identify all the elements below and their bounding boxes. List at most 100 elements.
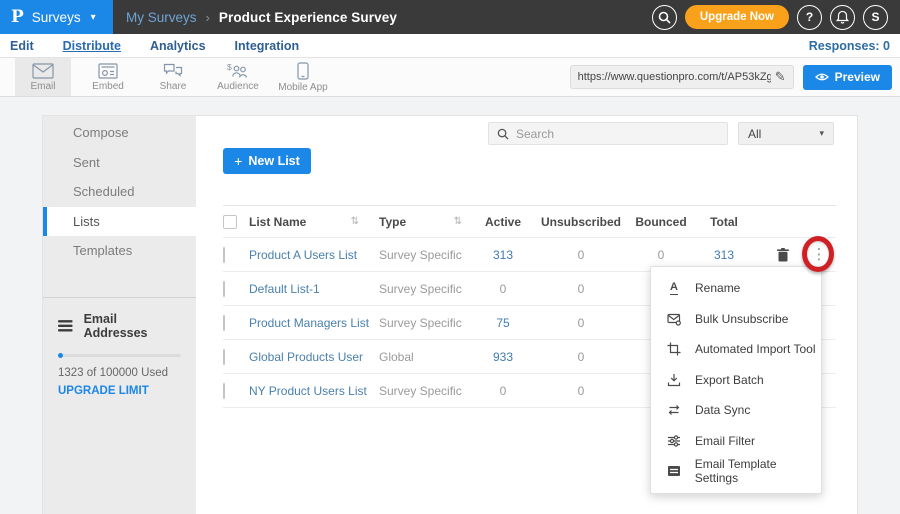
responses-count: Responses: 0 — [808, 38, 890, 53]
usage-progress-fill — [58, 352, 63, 358]
toolbar-item-mobile-app[interactable]: Mobile App — [275, 58, 331, 96]
rename-icon: A — [670, 280, 678, 295]
sidebar-item-compose[interactable]: Compose — [73, 125, 129, 141]
row-checkbox[interactable] — [223, 382, 225, 399]
notifications-button[interactable] — [830, 4, 855, 30]
row-actions-context-menu: A Rename Bulk Unsubscribe Automated Impo… — [650, 266, 822, 494]
menu-item-email-filter[interactable]: Email Filter — [651, 426, 821, 457]
row-checkbox[interactable] — [223, 246, 225, 263]
unsubscribed-count: 0 — [577, 383, 585, 398]
list-name-link[interactable]: NY Product Users List — [249, 383, 367, 398]
unsubscribed-count: 0 — [577, 281, 585, 296]
menu-item-data-sync[interactable]: Data Sync — [651, 395, 821, 426]
row-actions-kebab-icon[interactable]: ⋮ — [811, 246, 827, 263]
toolbar-item-email[interactable]: Email — [15, 58, 71, 96]
filter-selected-value: All — [748, 126, 762, 141]
row-checkbox[interactable] — [223, 314, 225, 331]
sidebar-item-lists[interactable]: Lists — [43, 206, 196, 236]
tab-edit[interactable]: Edit — [10, 38, 34, 53]
toolbar-item-embed[interactable]: Embed — [80, 58, 136, 96]
eye-icon — [814, 73, 829, 81]
active-count[interactable]: 933 — [492, 349, 514, 364]
edit-url-icon[interactable]: ✎ — [774, 69, 786, 84]
row-checkbox[interactable] — [223, 280, 225, 297]
email-addresses-title: Email Addresses — [83, 311, 148, 340]
email-addresses-box: Email Addresses 1323 of 100000 Used UPGR… — [43, 298, 196, 397]
search-icon — [497, 128, 509, 140]
chevron-down-icon: ▾ — [90, 11, 96, 23]
menu-item-export-batch[interactable]: Export Batch — [651, 365, 821, 396]
survey-nav-tabs: Edit Distribute Analytics Integration Re… — [0, 34, 900, 58]
toolbar-item-audience[interactable]: $ Audience — [217, 62, 259, 92]
lists-content: All ▾ + New List List Name⇅ Type⇅ Active… — [196, 116, 857, 514]
list-name-link[interactable]: Product Managers List — [249, 315, 370, 330]
row-checkbox[interactable] — [223, 348, 225, 365]
help-button[interactable]: ? — [797, 4, 822, 30]
list-name-link[interactable]: Default List-1 — [249, 281, 320, 296]
list-lines-icon — [58, 319, 73, 331]
total-count[interactable]: 313 — [713, 247, 735, 262]
breadcrumb-separator-icon: › — [205, 9, 210, 25]
breadcrumb-my-surveys[interactable]: My Surveys — [126, 9, 197, 25]
usage-progress-bar — [58, 352, 181, 358]
audience-icon: $ — [227, 63, 248, 78]
toolbar-item-share[interactable]: Share — [145, 58, 201, 96]
sidebar-item-templates[interactable]: Templates — [73, 243, 133, 259]
template-settings-icon — [667, 466, 680, 477]
plus-icon: + — [234, 153, 243, 169]
sidebar-item-sent[interactable]: Sent — [73, 154, 100, 170]
menu-item-rename[interactable]: A Rename — [670, 280, 741, 296]
tab-distribute[interactable]: Distribute — [62, 38, 121, 53]
table-row: Global Products User Global 933 0 — [223, 340, 836, 374]
top-bar: P Surveys ▾ My Surveys › Product Experie… — [0, 0, 900, 34]
upgrade-limit-link[interactable]: UPGRADE LIMIT — [58, 384, 149, 397]
unsubscribed-count: 0 — [577, 349, 585, 364]
table-row: NY Product Users List Survey Specific 0 … — [223, 374, 836, 408]
questionpro-logo-icon: P — [11, 7, 24, 27]
user-avatar[interactable]: S — [863, 4, 888, 30]
tab-analytics[interactable]: Analytics — [149, 38, 206, 53]
survey-url-value: https://www.questionpro.com/t/AP53kZgfo — [577, 71, 771, 83]
sort-icon[interactable]: ⇅ — [350, 216, 359, 227]
import-crop-icon — [667, 342, 681, 356]
menu-item-automated-import-tool[interactable]: Automated Import Tool — [651, 334, 821, 365]
search-input[interactable] — [516, 126, 719, 141]
search-button[interactable] — [651, 4, 677, 30]
list-filter-dropdown[interactable]: All ▾ — [738, 122, 834, 145]
email-sidebar: Compose Sent Scheduled Lists Templates E… — [43, 116, 196, 514]
survey-url-field[interactable]: https://www.questionpro.com/t/AP53kZgfo … — [569, 65, 794, 89]
list-type: Survey Specific — [379, 281, 462, 296]
column-header-unsubscribed: Unsubscribed — [540, 214, 621, 229]
sidebar-divider — [43, 296, 196, 298]
email-lists-table: List Name ⇅ Type ⇅ Active Unsubscribed Bou… — [223, 205, 836, 408]
select-all-checkbox[interactable] — [223, 214, 237, 229]
unsubscribed-count: 0 — [577, 315, 585, 330]
column-header-active: Active — [484, 214, 522, 229]
column-header-total: Total — [710, 214, 738, 229]
table-header-row: List Name ⇅ Type ⇅ Active Unsubscribed Bou… — [223, 205, 836, 238]
preview-button[interactable]: Preview — [802, 64, 892, 90]
list-name-link[interactable]: Product A Users List — [249, 247, 358, 262]
surveys-product-menu[interactable]: P Surveys ▾ — [0, 0, 113, 34]
active-count[interactable]: 75 — [496, 315, 510, 330]
sort-icon[interactable]: ⇅ — [453, 216, 462, 227]
mobile-app-icon — [297, 61, 309, 80]
menu-item-bulk-unsubscribe[interactable]: Bulk Unsubscribe — [651, 304, 821, 335]
list-type: Survey Specific — [379, 247, 462, 262]
new-list-button[interactable]: + New List — [223, 148, 311, 174]
filter-sliders-icon — [668, 435, 680, 447]
menu-item-email-template-settings[interactable]: Email Template Settings — [651, 456, 821, 487]
list-type: Survey Specific — [379, 315, 462, 330]
delete-list-button[interactable] — [777, 247, 789, 262]
list-name-link[interactable]: Global Products User — [249, 349, 364, 364]
active-count[interactable]: 313 — [492, 247, 514, 262]
email-icon — [32, 62, 54, 79]
upgrade-now-button[interactable]: Upgrade Now — [684, 5, 789, 29]
column-header-bounced: Bounced — [635, 214, 687, 229]
svg-text:$: $ — [227, 63, 232, 72]
product-menu-label: Surveys — [31, 9, 81, 25]
chevron-down-icon: ▾ — [819, 128, 824, 138]
sidebar-item-scheduled[interactable]: Scheduled — [73, 184, 135, 200]
tab-integration[interactable]: Integration — [234, 38, 300, 53]
